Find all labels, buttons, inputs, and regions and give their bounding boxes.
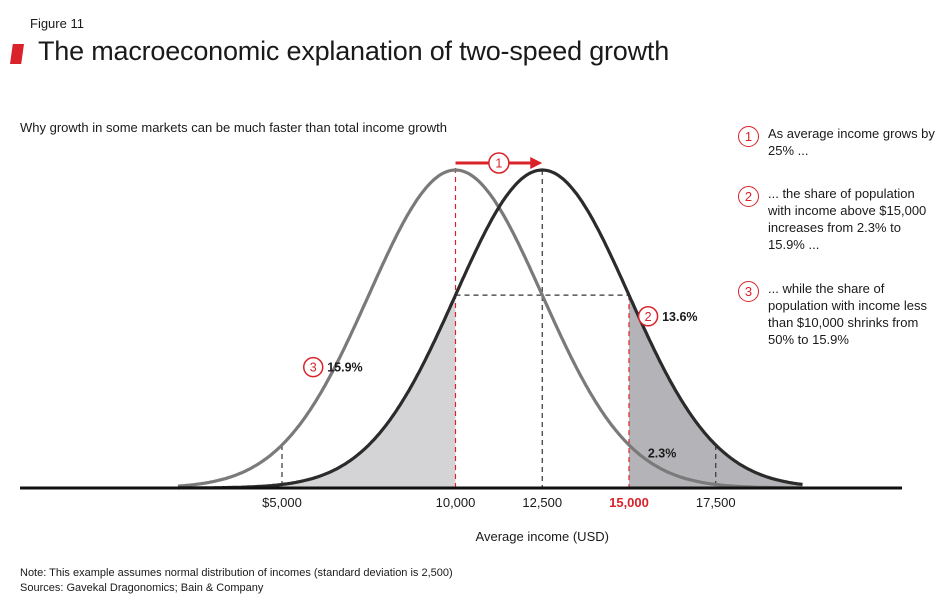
annotation-marker-2 <box>637 306 659 327</box>
x-tick-label-4: 17,500 <box>696 495 736 510</box>
growth-arrow-head <box>530 157 543 169</box>
sources-text: Sources: Gavekal Dragonomics; Bain & Com… <box>20 582 264 594</box>
chart-title: The macroeconomic explanation of two-spe… <box>38 36 670 66</box>
annotation-marker-label-2: 2 <box>645 310 652 324</box>
x-axis-label: Average income (USD) <box>476 529 609 544</box>
figure-label: Figure 11 <box>30 16 84 31</box>
title-accent-mark <box>10 44 24 64</box>
shaded-region-2 <box>629 295 803 488</box>
legend-marker-3: 3 <box>738 281 759 302</box>
legend-marker-2: 2 <box>738 186 759 207</box>
arrow-marker-label: 1 <box>495 157 502 171</box>
arrow-marker-circle <box>488 152 510 174</box>
legend-text-2: ... the share of population with income … <box>768 186 927 252</box>
legend-text-1: As average income grows by 25% ... <box>768 126 935 158</box>
note-text: Note: This example assumes normal distri… <box>20 567 453 579</box>
distribution-curve-new <box>177 168 803 490</box>
x-tick-label-3: 15,000 <box>609 495 649 510</box>
x-tick-label-0: $5,000 <box>262 495 302 510</box>
legend-marker-1: 1 <box>738 126 759 147</box>
annotation-marker-1 <box>302 356 324 378</box>
legend-text-3: ... while the share of population with i… <box>768 281 927 347</box>
footnote: Note: This example assumes normal distri… <box>20 566 453 596</box>
annotation-value-3: 2.3% <box>648 447 677 461</box>
chart-subtitle: Why growth in some markets can be much f… <box>20 120 448 135</box>
annotation-marker-label-1: 3 <box>310 361 317 375</box>
annotation-value-2: 13.6% <box>662 310 697 324</box>
shaded-region-1 <box>177 295 456 488</box>
x-tick-label-2: 12,500 <box>522 495 562 510</box>
distribution-curve-old <box>177 168 803 490</box>
x-tick-label-1: 10,000 <box>436 495 476 510</box>
annotation-value-1: 15.9% <box>327 361 362 375</box>
